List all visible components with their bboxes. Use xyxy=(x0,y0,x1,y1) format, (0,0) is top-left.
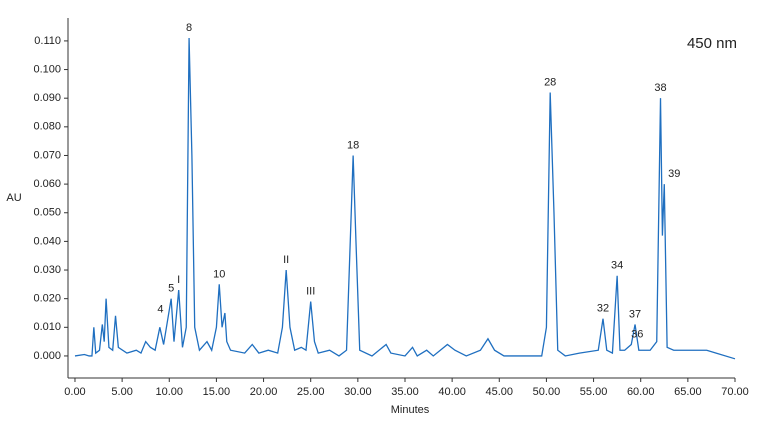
x-tick-label: 45.00 xyxy=(486,386,514,398)
y-tick-label: 0.050 xyxy=(33,207,61,219)
peak-label: II xyxy=(283,254,289,266)
x-tick-label: 55.00 xyxy=(580,386,608,398)
peak-label: 10 xyxy=(213,268,225,280)
x-tick-label: 5.00 xyxy=(111,386,132,398)
x-tick-label: 70.00 xyxy=(721,386,749,398)
y-tick-label: 0.090 xyxy=(33,92,61,104)
x-tick-label: 35.00 xyxy=(391,386,419,398)
y-tick-label: 0.030 xyxy=(33,264,61,276)
x-tick-label: 20.00 xyxy=(250,386,278,398)
x-tick-label: 0.00 xyxy=(64,386,85,398)
y-tick-label: 0.060 xyxy=(33,178,61,190)
x-tick-label: 40.00 xyxy=(438,386,466,398)
y-tick-label: 0.070 xyxy=(33,149,61,161)
peak-label: 8 xyxy=(186,22,192,34)
x-tick-label: 50.00 xyxy=(533,386,561,398)
y-tick-label: 0.040 xyxy=(33,235,61,247)
wavelength-label: 450 nm xyxy=(687,35,737,52)
peak-label: 38 xyxy=(654,82,666,94)
peak-label: I xyxy=(177,274,180,286)
peak-label: 39 xyxy=(668,168,680,180)
x-tick-label: 25.00 xyxy=(297,386,325,398)
peak-label: 28 xyxy=(544,76,556,88)
peak-label: 37 xyxy=(629,308,641,320)
peak-label: 18 xyxy=(347,139,359,151)
peak-label: 32 xyxy=(597,303,609,315)
y-tick-label: 0.020 xyxy=(33,293,61,305)
y-tick-label: 0.110 xyxy=(34,35,61,47)
x-tick-label: 65.00 xyxy=(674,386,702,398)
peak-label: 34 xyxy=(611,260,623,272)
x-axis-label: Minutes xyxy=(391,404,430,416)
y-tick-label: 0.100 xyxy=(33,63,61,75)
peak-label: III xyxy=(306,285,315,297)
peak-label: 5 xyxy=(168,283,174,295)
peak-label: 4 xyxy=(157,303,163,315)
y-axis-label: AU xyxy=(6,192,21,204)
y-tick-label: 0.000 xyxy=(33,350,61,362)
x-tick-label: 30.00 xyxy=(344,386,372,398)
x-tick-label: 60.00 xyxy=(627,386,655,398)
trace xyxy=(74,38,736,360)
y-tick-label: 0.080 xyxy=(33,121,61,133)
peak-label: 36 xyxy=(631,328,643,340)
y-tick-label: 0.010 xyxy=(33,321,61,333)
x-tick-label: 10.00 xyxy=(156,386,184,398)
x-tick-label: 15.00 xyxy=(203,386,231,398)
